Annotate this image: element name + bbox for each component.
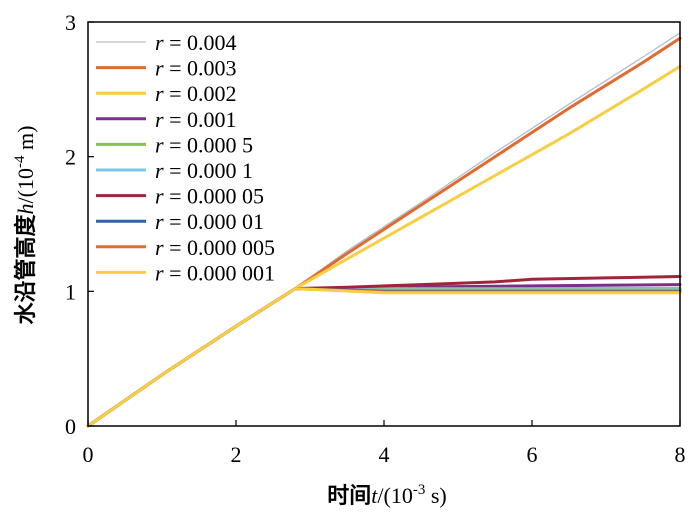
y-axis-title: 水沿管高度h/(10-4 m) [12,126,39,325]
series-line-7 [86,275,682,428]
y-tick-label: 1 [65,279,76,304]
series-line-10 [86,287,682,428]
x-tick-label: 6 [527,442,538,467]
series-line-9 [86,287,682,428]
x-axis-title-unit: /(10 [377,483,412,508]
legend-label-1: r = 0.004 [155,30,236,55]
legend-label-6: r = 0.000 1 [155,158,253,183]
ticks-layer: 0 2 4 6 8 0 1 2 3 [65,10,686,467]
y-tick-label: 3 [65,10,76,35]
legend-label-2: r = 0.003 [155,56,236,81]
legend-label-10: r = 0.000 001 [155,260,275,285]
legend-label-9: r = 0.000 005 [155,235,275,260]
x-axis-title-unit-end: s) [425,483,446,508]
legend-label-4: r = 0.001 [155,107,236,132]
legend-label-3: r = 0.002 [155,81,236,106]
series-line-5 [86,287,682,428]
y-axis-title-unit-end: m) [13,126,38,156]
legend-label-5: r = 0.000 5 [155,132,253,157]
series-layer [86,32,682,428]
series-line-6 [86,287,682,428]
x-axis-title: 时间t/(10-3 s) [327,482,446,509]
x-axis-title-exp: -3 [413,482,426,498]
x-tick-label: 4 [379,442,390,467]
x-tick-label: 8 [675,442,686,467]
series-line-4 [86,283,682,428]
y-axis-title-unit: /(10 [13,168,38,203]
x-tick-label: 2 [231,442,242,467]
y-axis-title-var: h [13,203,38,214]
y-axis-title-cn: 水沿管高度 [13,213,39,324]
y-axis-title-exp: -4 [12,155,28,168]
x-axis-title-cn: 时间 [327,484,371,509]
y-tick-label: 0 [65,414,76,439]
legend-label-8: r = 0.000 01 [155,209,264,234]
y-tick-label: 2 [65,145,76,170]
x-axis-title-var: t [371,483,378,508]
series-line-8 [86,287,682,428]
x-tick-label: 0 [83,442,94,467]
legend-label-7: r = 0.000 05 [155,184,264,209]
